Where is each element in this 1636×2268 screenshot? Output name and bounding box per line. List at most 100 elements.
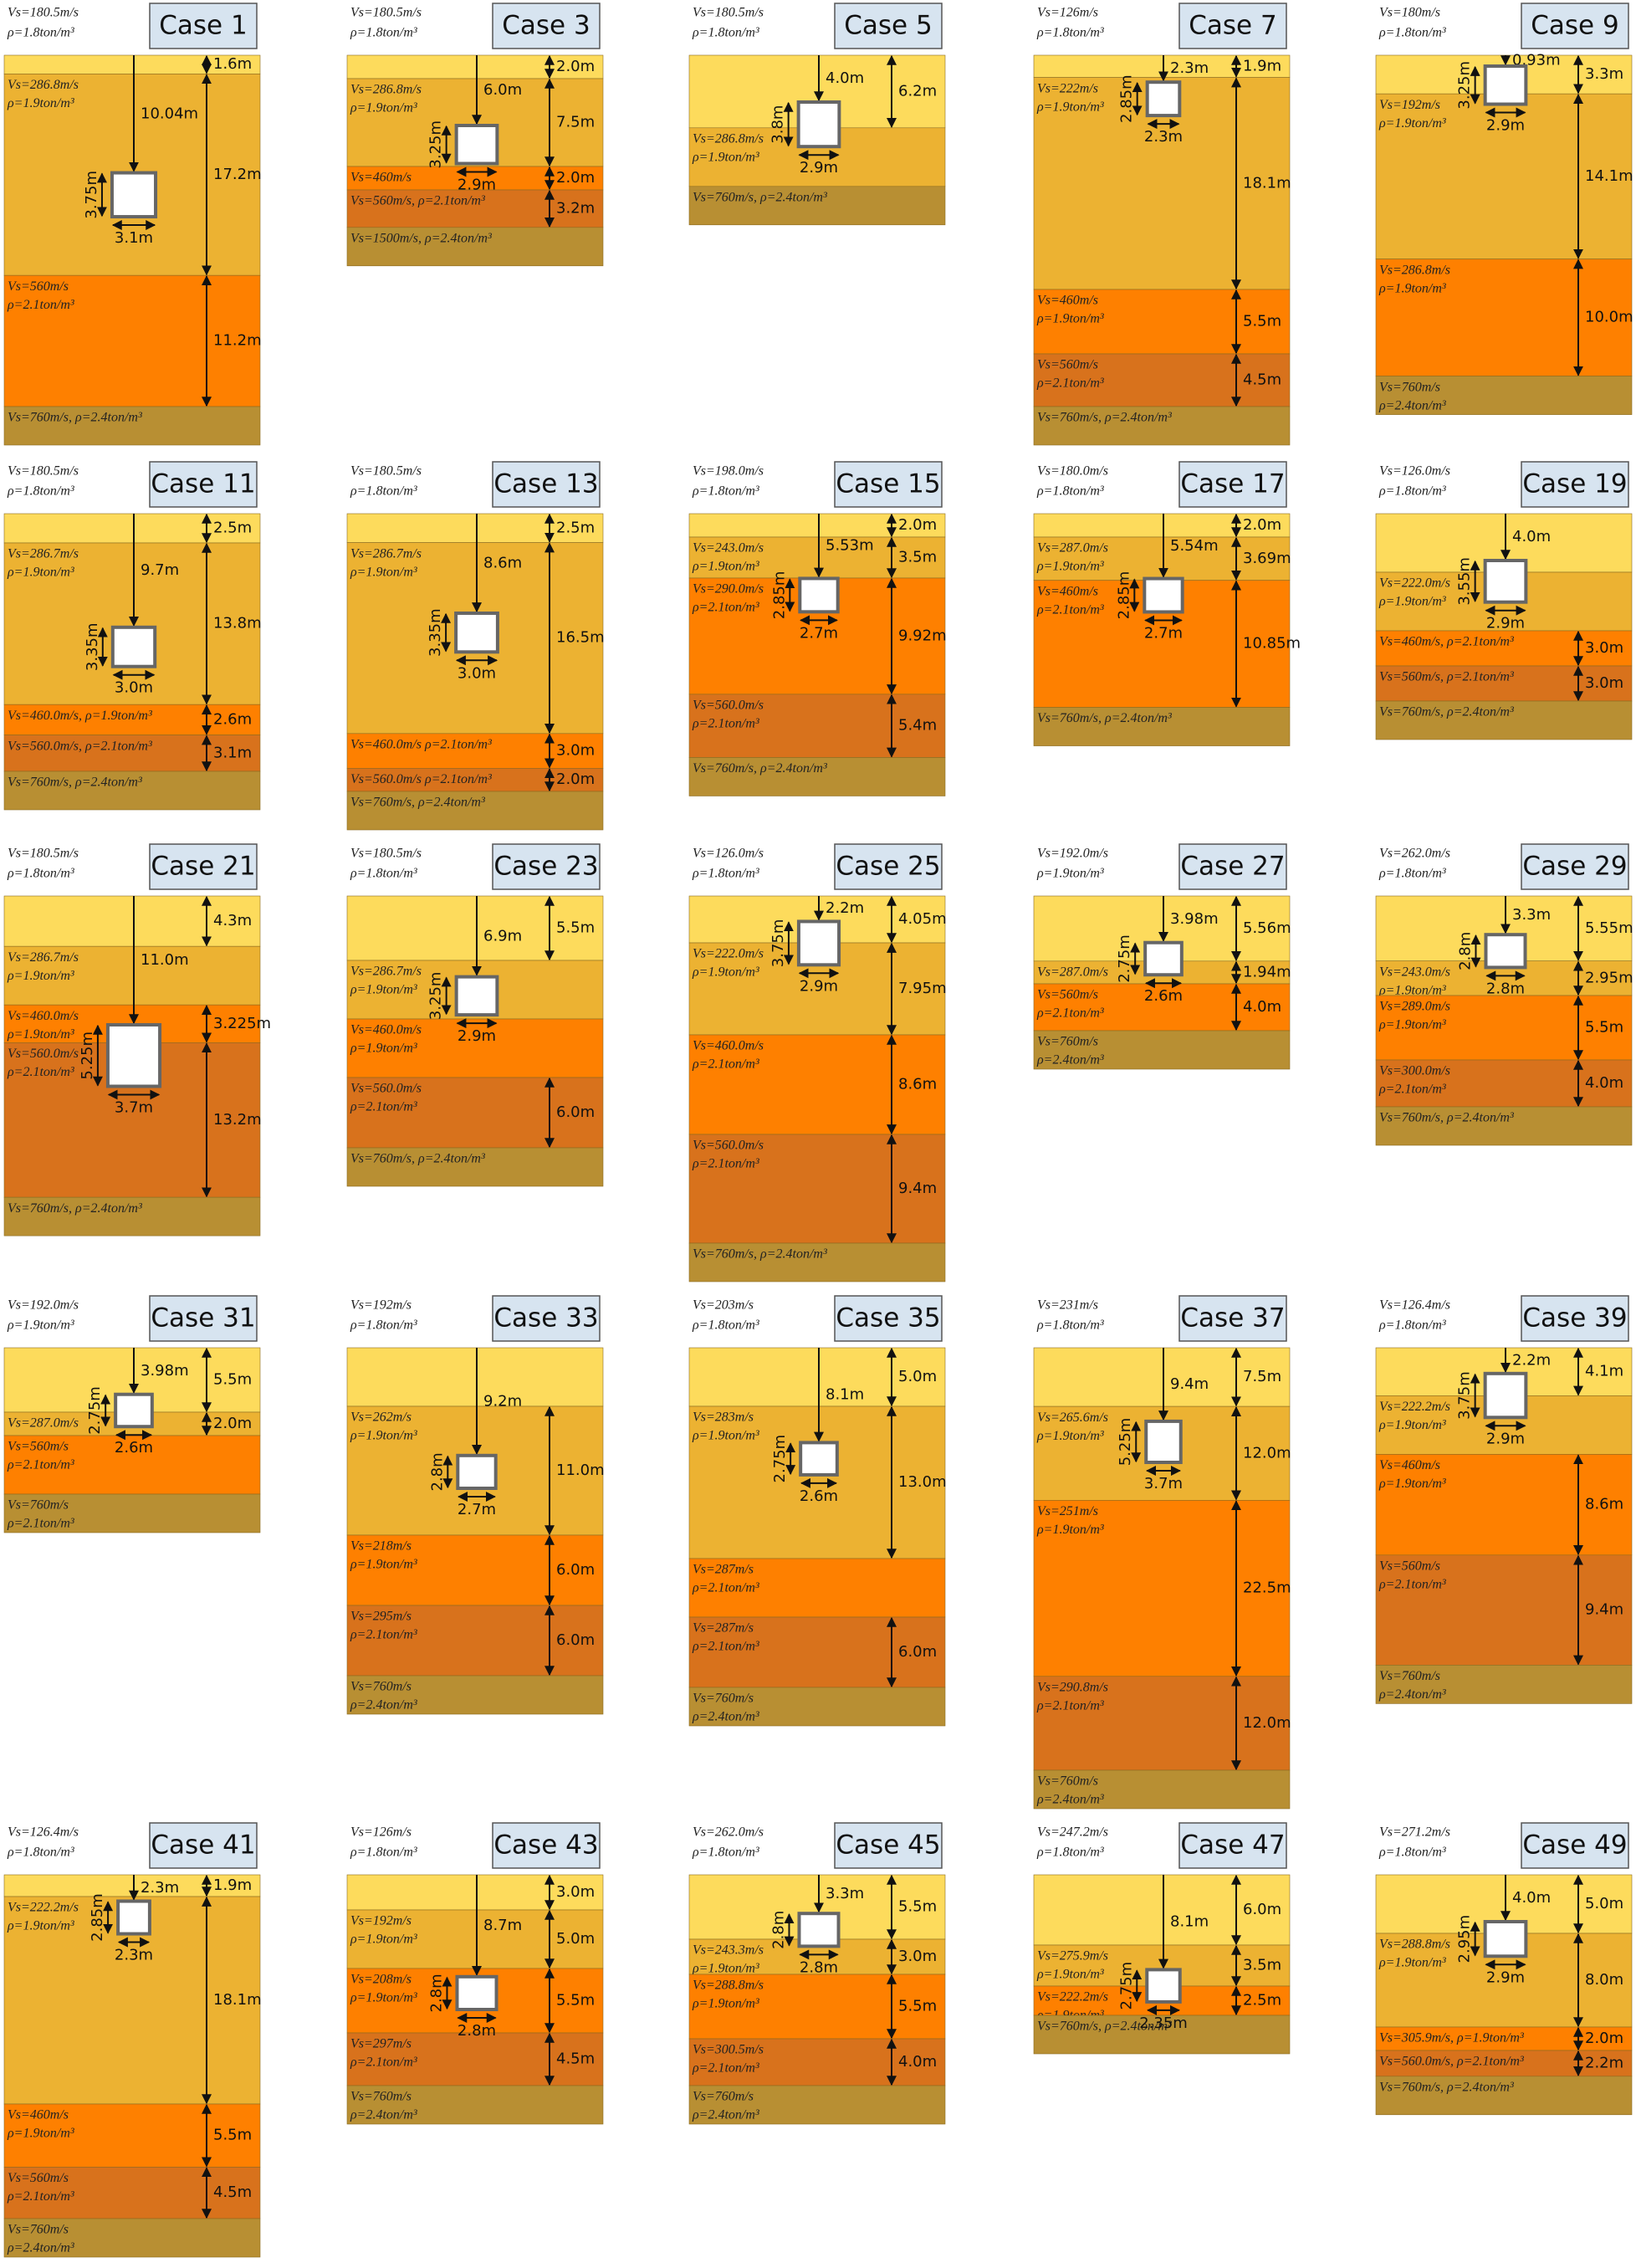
box-depth: 8.1m (826, 1386, 864, 1404)
soil-layer (1033, 513, 1291, 538)
layer-property: Vs=460.0m/s, ρ=1.9ton/m³ (8, 709, 152, 723)
layer-property: ρ=2.1ton/m³ (692, 717, 759, 731)
bedrock-layer (3, 1196, 261, 1236)
case-panel: Case 39 Vs=126.4m/s ρ=1.8ton/m³ 4.1m Vs=222.… (1375, 1295, 1633, 1704)
case-title: Case 33 (493, 1303, 598, 1334)
layer-thickness: 2.0m (1585, 2030, 1623, 2047)
case-panel: Case 17 Vs=180.0m/s ρ=1.8ton/m³ 2.0m Vs=287.… (1033, 461, 1301, 746)
layer-property: ρ=2.1ton/m³ (692, 1057, 759, 1072)
box-height: 2.85m (1115, 571, 1132, 620)
layer-thickness: 6.0m (1243, 1901, 1281, 1918)
box-depth: 4.0m (1512, 528, 1551, 545)
layer-thickness: 4.5m (213, 2184, 252, 2201)
layer-property: ρ=1.8ton/m³ (350, 867, 417, 881)
layer-property: ρ=2.4ton/m³ (7, 2241, 74, 2255)
layer-thickness: 5.0m (556, 1930, 595, 1948)
title-box (1178, 461, 1287, 508)
culvert-box (455, 1974, 498, 2012)
layer-property: ρ=1.8ton/m³ (692, 1846, 759, 1860)
layer-property: Vs=222m/s (1037, 81, 1098, 95)
layer-property: ρ=1.8ton/m³ (1378, 1318, 1446, 1333)
layer-property: Vs=560.0m/s (350, 1082, 422, 1096)
layer-property: Vs=222.2m/s (1379, 1400, 1450, 1414)
box-width: 2.35m (1139, 2015, 1188, 2032)
box-height: 2.75m (86, 1386, 104, 1435)
culvert-box (114, 1392, 154, 1429)
case-title: Case 19 (1522, 469, 1627, 499)
bedrock-layer (1033, 1030, 1291, 1070)
layer-thickness: 7.95m (898, 980, 947, 997)
soil-layer (1375, 995, 1633, 1061)
layer-thickness: 18.1m (1243, 174, 1291, 192)
layer-property: ρ=2.4ton/m³ (1378, 1687, 1446, 1702)
layer-property: Vs=247.2m/s (1037, 1825, 1108, 1840)
layer-thickness: 3.5m (1243, 1957, 1281, 1974)
case-panel: Case 9 Vs=180m/s ρ=1.8ton/m³ 3.3m Vs=192m/s ρ… (1375, 3, 1633, 415)
case-panel: Case 7 Vs=126m/s ρ=1.8ton/m³ 1.9m Vs=222m/s ρ… (1033, 3, 1291, 446)
layer-property: Vs=560m/s, ρ=2.1ton/m³ (1379, 670, 1514, 684)
box-width: 2.9m (800, 159, 838, 177)
box-depth: 2.2m (1512, 1351, 1551, 1369)
layer-property: ρ=1.9ton/m³ (692, 560, 759, 574)
case-title: Case 5 (844, 11, 932, 41)
culvert-box (116, 1899, 151, 1936)
layer-thickness: 4.5m (1243, 371, 1281, 389)
title-box (492, 843, 601, 890)
box-height: 2.75m (1117, 1962, 1135, 2010)
layer-property: Vs=286.7m/s (350, 965, 422, 979)
layer-thickness: 3.69m (1243, 550, 1291, 567)
bedrock-layer (1375, 1106, 1633, 1146)
box-width: 3.0m (115, 679, 153, 697)
title-box (492, 1295, 601, 1342)
box-depth: 3.98m (1170, 910, 1219, 928)
layer-property: Vs=760m/s (8, 1498, 69, 1513)
layer-thickness: 2.0m (556, 771, 595, 788)
box-width: 2.9m (458, 177, 496, 194)
layer-thickness: 2.0m (1243, 516, 1281, 534)
case-panel: Case 5 Vs=180.5m/s ρ=1.8ton/m³ 6.2m Vs=286.8… (688, 3, 946, 226)
layer-thickness: 9.92m (898, 627, 947, 644)
box-height: 3.25m (427, 120, 445, 169)
layer-property: Vs=126.0m/s (693, 847, 764, 861)
layer-property: Vs=222.2m/s (1037, 1990, 1108, 2004)
layer-thickness: 13.8m (213, 615, 262, 632)
layer-property: Vs=297m/s (350, 2037, 412, 2051)
layer-property: Vs=192.0m/s (1037, 847, 1108, 861)
layer-property: Vs=243.3m/s (693, 1943, 764, 1958)
box-height: 5.25m (1117, 1418, 1134, 1467)
layer-property: Vs=180.5m/s (8, 847, 79, 861)
layer-property: Vs=460m/s (1037, 294, 1098, 308)
layer-property: ρ=2.1ton/m³ (692, 2061, 759, 2076)
layer-property: ρ=1.8ton/m³ (1378, 26, 1446, 40)
soil-layer (688, 1034, 946, 1135)
layer-property: ρ=1.8ton/m³ (692, 867, 759, 881)
layer-thickness: 5.0m (1585, 1895, 1623, 1912)
layer-property: Vs=286.7m/s (350, 546, 422, 561)
layer-property: ρ=1.9ton/m³ (1036, 1429, 1104, 1443)
soil-layer (3, 945, 261, 1006)
culvert-box (796, 919, 841, 967)
layer-property: Vs=560m/s (8, 1440, 69, 1454)
case-title: Case 9 (1531, 11, 1618, 41)
box-width: 2.9m (1486, 615, 1525, 632)
title-box (1178, 1295, 1287, 1342)
soil-layer (1375, 630, 1633, 667)
layer-thickness: 5.5m (556, 1992, 595, 2009)
layer-property: ρ=1.8ton/m³ (350, 1318, 417, 1333)
layer-property: ρ=1.9ton/m³ (692, 1962, 759, 1976)
layer-property: ρ=2.1ton/m³ (350, 1100, 417, 1114)
layer-property: Vs=286.8m/s (693, 131, 764, 146)
layer-thickness: 3.0m (898, 1948, 937, 1965)
layer-thickness: 1.9m (213, 1876, 252, 1894)
soil-layer (346, 1534, 604, 1606)
layer-thickness: 1.6m (213, 55, 252, 73)
culvert-box (1143, 940, 1184, 977)
case-panel: Case 13 Vs=180.5m/s ρ=1.8ton/m³ 2.5m Vs=286.… (346, 461, 605, 831)
soil-layer (346, 733, 604, 769)
box-depth: 3.98m (141, 1362, 189, 1380)
case-panel: Case 15 Vs=198.0m/s ρ=1.8ton/m³ 2.0m Vs=243.… (688, 461, 947, 796)
layer-thickness: 2.95m (1585, 969, 1633, 986)
layer-property: ρ=2.1ton/m³ (1036, 1006, 1104, 1021)
culvert-box (1484, 933, 1527, 970)
